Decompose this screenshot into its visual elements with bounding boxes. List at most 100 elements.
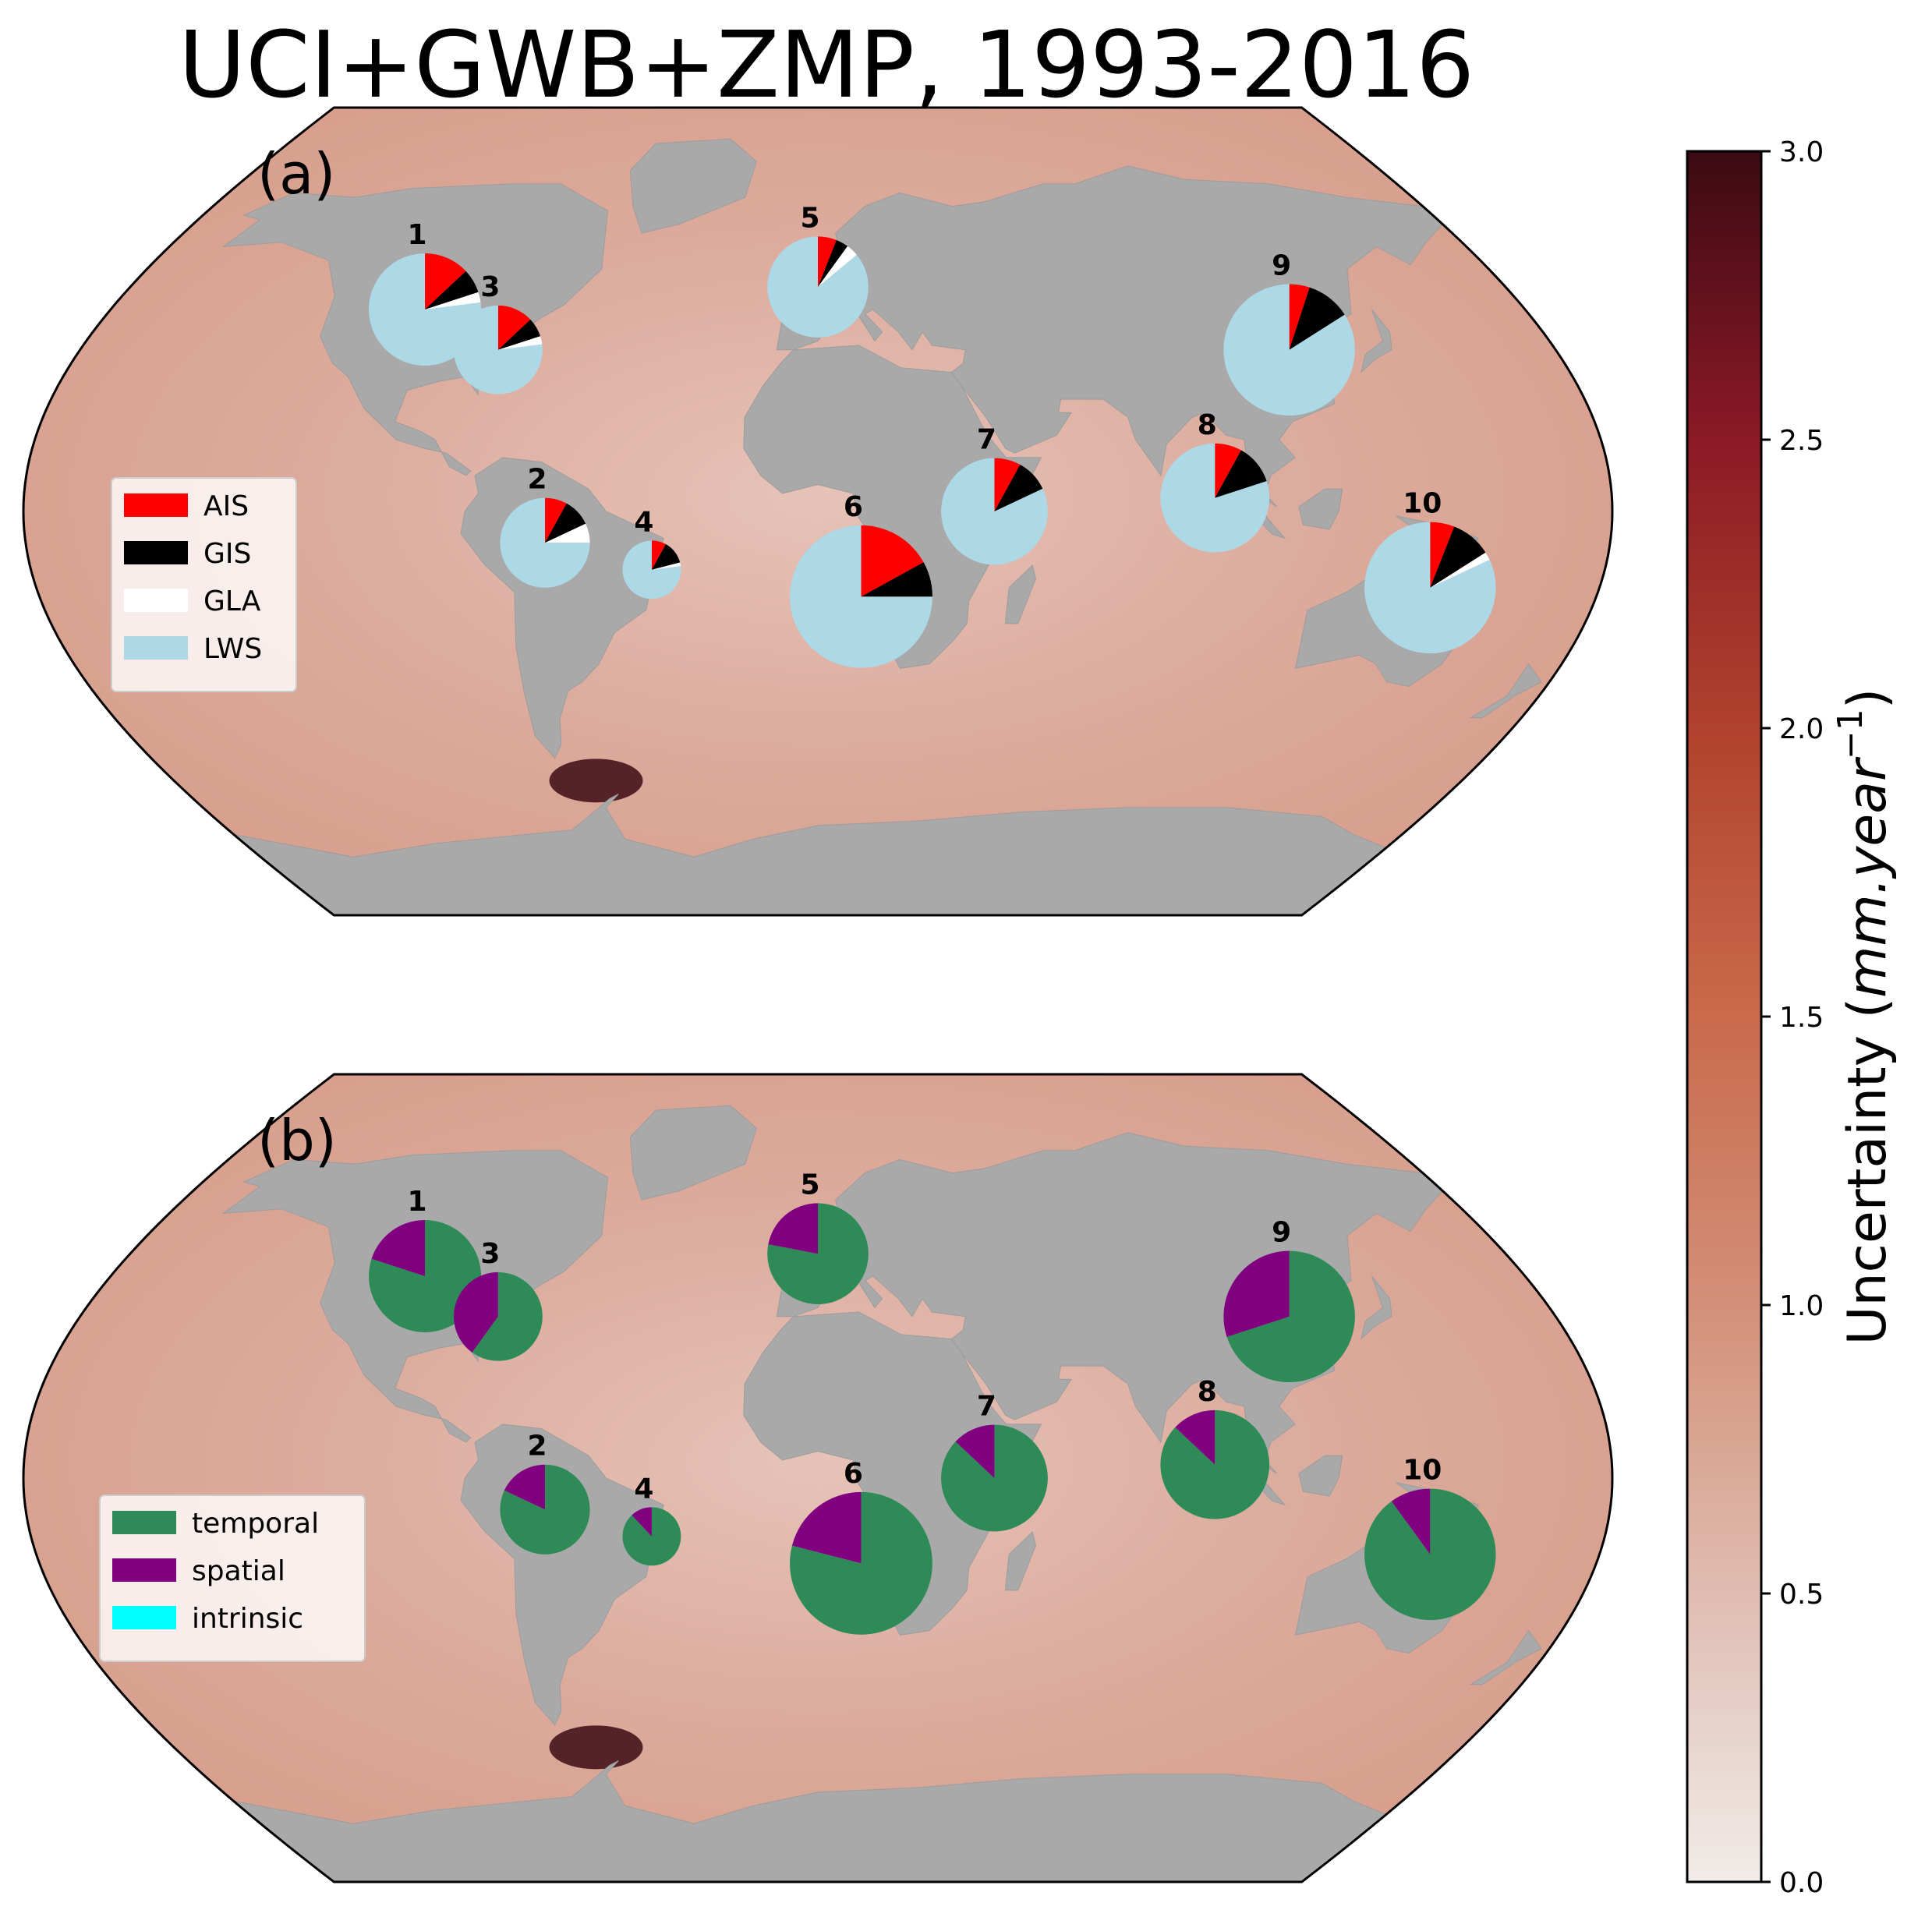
- pie-slice-GLA: [818, 246, 857, 288]
- pie-slice-temporal: [941, 1424, 1048, 1532]
- pie-slice-spatial: [454, 1272, 498, 1353]
- colorbar: 0.0 0.5 1.0 1.5 2.0 2.5 3.0 Uncertainty (mm.ye…: [1686, 136, 1898, 1899]
- legend: temporal spatial intrinsic: [99, 1494, 366, 1662]
- land-antarctica: [233, 1760, 1387, 1882]
- land-eurasia: [776, 165, 1444, 508]
- pie-label: 8: [1198, 1376, 1217, 1408]
- panel-label: (a): [257, 141, 335, 207]
- pie-site-4: 4: [622, 1473, 681, 1566]
- pie-slice-GIS: [544, 503, 586, 543]
- legend-swatch-LWS: [124, 636, 188, 660]
- pie-site-10: 10: [1364, 488, 1496, 654]
- pie-slice-GIS: [1215, 450, 1267, 498]
- pie-label: 5: [800, 202, 819, 234]
- pie-slice-spatial: [791, 1491, 862, 1564]
- pie-label: 6: [844, 491, 863, 523]
- pie-slice-spatial: [955, 1424, 995, 1478]
- pie-site-2: 2: [500, 1431, 590, 1554]
- pie-label: 7: [977, 424, 996, 456]
- colorbar-tick-label: 2.5: [1779, 425, 1824, 457]
- pie-slice-AIS: [1289, 284, 1310, 350]
- land-japan: [1360, 309, 1392, 374]
- pie-slice-spatial: [1223, 1250, 1290, 1337]
- pie-slice-LWS: [369, 253, 482, 366]
- pie-label: 4: [634, 1473, 653, 1505]
- land-africa: [743, 345, 1042, 669]
- legend-swatch-intrinsic: [112, 1606, 176, 1629]
- pie-slice-AIS: [1215, 443, 1241, 498]
- pie-slice-LWS: [622, 540, 681, 600]
- pie-site-5: 5: [767, 1169, 869, 1305]
- pie-slice-AIS: [861, 525, 924, 597]
- pie-slice-AIS: [994, 458, 1021, 511]
- pie-label: 3: [480, 271, 500, 303]
- land-new-zealand: [1469, 663, 1542, 719]
- pie-slice-LWS: [767, 236, 869, 338]
- colorbar-tick-label: 0.5: [1779, 1579, 1824, 1611]
- pie-slice-AIS: [425, 253, 466, 309]
- pie-label: 6: [844, 1458, 863, 1490]
- pie-slice-temporal: [472, 1272, 543, 1361]
- pie-layer: 1 2 3 4 5 6 7 8 9 10: [369, 1169, 1496, 1635]
- pie-layer: 1 2 3 4 5 6 7 8 9 10: [369, 202, 1496, 668]
- pie-slice-GIS: [651, 544, 681, 570]
- pie-label: 3: [480, 1238, 500, 1270]
- pie-label: 1: [408, 1186, 427, 1218]
- pie-slice-GLA: [651, 562, 681, 570]
- pie-site-6: 6: [790, 491, 932, 668]
- pie-slice-GIS: [861, 562, 932, 597]
- legend-label-spatial: spatial: [192, 1555, 285, 1587]
- pie-slice-GIS: [1289, 287, 1345, 350]
- pie-site-9: 9: [1223, 250, 1355, 416]
- pie-site-3: 3: [454, 271, 543, 394]
- pie-slice-GLA: [1430, 552, 1490, 588]
- pie-slice-temporal: [767, 1203, 869, 1305]
- pie-slice-spatial: [1391, 1488, 1431, 1554]
- pie-slice-temporal: [1226, 1250, 1355, 1383]
- pie-slice-temporal: [622, 1507, 681, 1566]
- colorbar-tick-label: 2.0: [1779, 713, 1824, 745]
- pie-slice-GIS: [1430, 526, 1486, 588]
- pie-site-3: 3: [454, 1238, 543, 1361]
- legend-swatch-GLA: [124, 589, 188, 612]
- map-outline: [22, 106, 1614, 917]
- pie-site-1: 1: [369, 1186, 482, 1332]
- land-borneo: [1298, 1455, 1343, 1497]
- pie-slice-GLA: [425, 292, 481, 309]
- pie-slice-LWS: [1223, 284, 1355, 416]
- pie-label: 10: [1403, 1455, 1442, 1487]
- pie-slice-LWS: [1364, 522, 1496, 654]
- pie-slice-spatial: [632, 1507, 652, 1537]
- legend-label-intrinsic: intrinsic: [192, 1603, 303, 1635]
- pie-slice-temporal: [369, 1220, 482, 1332]
- pie-site-7: 7: [941, 424, 1048, 565]
- colorbar-tick-label: 1.0: [1779, 1290, 1824, 1322]
- pie-site-5: 5: [767, 202, 869, 338]
- land-madagascar: [1004, 1531, 1037, 1591]
- pie-slice-LWS: [500, 497, 590, 588]
- pie-site-2: 2: [500, 464, 590, 588]
- legend-label-AIS: AIS: [203, 490, 249, 522]
- legend: AIS GIS GLA LWS: [111, 477, 297, 692]
- pie-site-10: 10: [1364, 1455, 1496, 1621]
- land-greenland: [629, 1105, 757, 1201]
- pie-slice-GIS: [425, 271, 479, 309]
- legend-swatch-GIS: [124, 541, 188, 564]
- pie-site-9: 9: [1223, 1217, 1355, 1383]
- map-outline: [22, 1073, 1614, 1883]
- pie-label: 9: [1272, 1217, 1291, 1249]
- legend-swatch-AIS: [124, 493, 188, 517]
- legend-label-GLA: GLA: [203, 585, 261, 617]
- high-uncertainty-patch: [549, 759, 643, 803]
- legend-swatch-temporal: [112, 1511, 176, 1534]
- pie-slice-GIS: [994, 465, 1043, 511]
- colorbar-gradient: [1686, 150, 1763, 1883]
- land-eurasia: [776, 1132, 1444, 1474]
- colorbar-tick-label: 3.0: [1779, 136, 1824, 168]
- legend-label-LWS: LWS: [203, 633, 262, 665]
- pie-slice-AIS: [544, 497, 567, 543]
- pie-site-8: 8: [1160, 409, 1270, 553]
- land-greenland: [629, 138, 757, 234]
- panel-b: 1 2 3 4 5 6 7 8 9 10 (b) temporal spatial intrinsic: [22, 1073, 1614, 1883]
